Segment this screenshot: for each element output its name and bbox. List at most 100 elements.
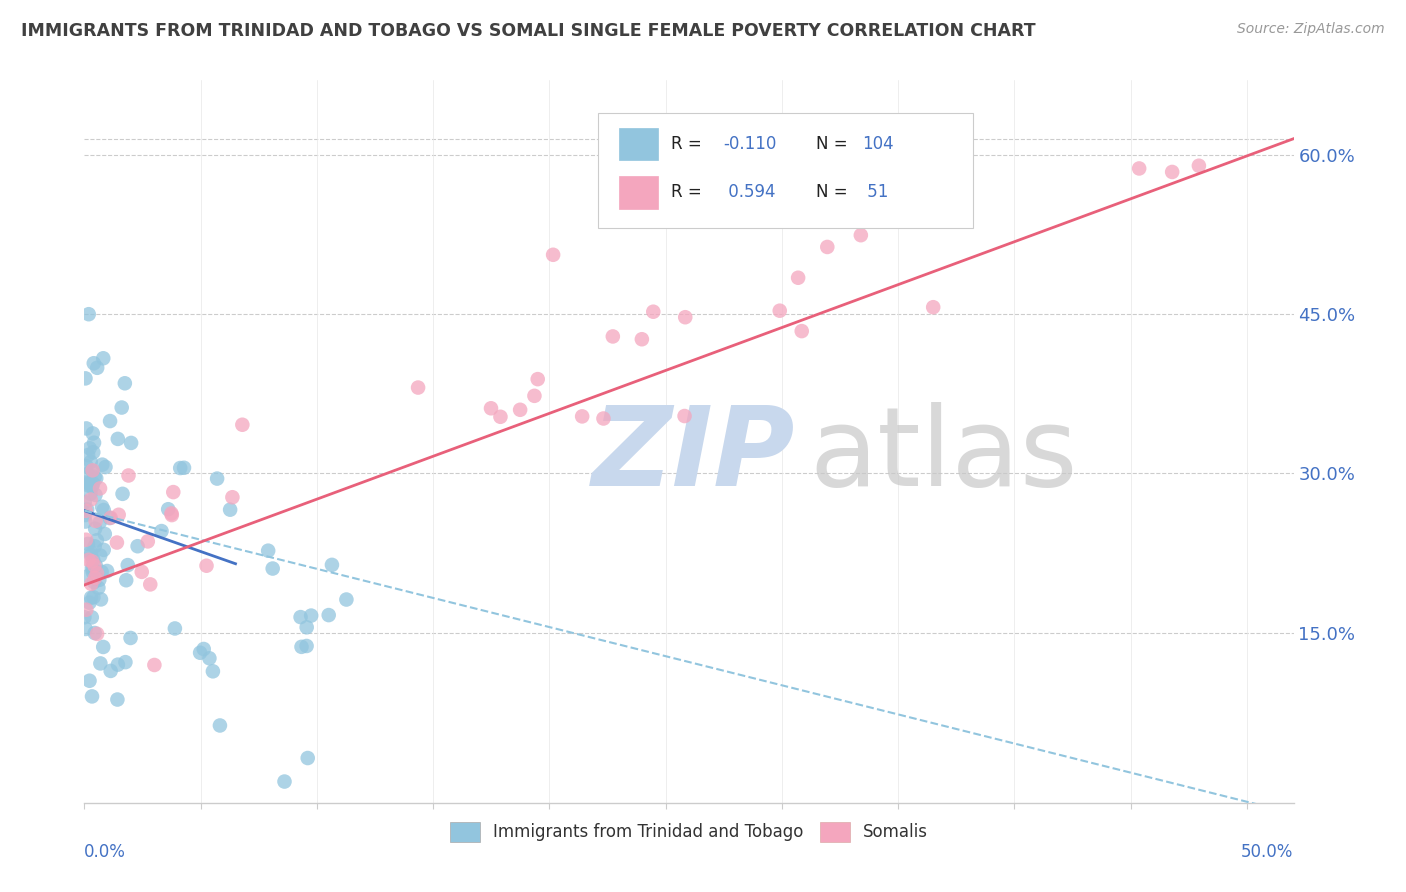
Text: 0.0%: 0.0%: [84, 843, 127, 861]
Point: [100, 664, 122, 678]
Point: [160, 508, 183, 522]
Point: [205, 472, 228, 486]
Point: [77, 537, 100, 551]
Point: [523, 389, 546, 403]
Text: R =: R =: [671, 183, 707, 202]
Text: R =: R =: [671, 135, 707, 153]
Point: [107, 508, 129, 522]
Point: [90, 565, 112, 579]
Point: [193, 642, 215, 657]
Point: [299, 608, 322, 623]
Text: Source: ZipAtlas.com: Source: ZipAtlas.com: [1237, 22, 1385, 37]
Point: [82, 463, 104, 477]
Point: [290, 610, 312, 624]
Point: [114, 655, 136, 669]
Point: [526, 372, 548, 386]
Point: [295, 620, 318, 634]
Point: [198, 651, 221, 665]
Point: [77, 307, 100, 321]
Point: [93, 503, 115, 517]
FancyBboxPatch shape: [599, 112, 973, 228]
Point: [150, 524, 173, 538]
Point: [84, 471, 107, 485]
Point: [295, 639, 318, 653]
Point: [82, 554, 104, 568]
Point: [89, 549, 111, 563]
Point: [406, 380, 429, 394]
Point: [673, 409, 696, 423]
Point: [208, 718, 231, 732]
Point: [115, 573, 138, 587]
Point: [80, 548, 103, 562]
Point: [231, 417, 253, 432]
Point: [76, 502, 98, 516]
Point: [84, 522, 107, 536]
Point: [1128, 161, 1150, 176]
Point: [83, 539, 105, 553]
Point: [80, 545, 103, 559]
Point: [86, 566, 108, 581]
Point: [75, 475, 97, 490]
Point: [195, 558, 218, 573]
Point: [787, 270, 810, 285]
Point: [86, 627, 108, 641]
Point: [631, 332, 654, 346]
Point: [75, 421, 97, 435]
Point: [262, 561, 284, 575]
Point: [849, 228, 872, 243]
Point: [89, 657, 111, 671]
Text: 0.594: 0.594: [723, 183, 775, 202]
Point: [75, 515, 97, 529]
Text: N =: N =: [815, 183, 853, 202]
Point: [188, 646, 211, 660]
Point: [80, 690, 103, 704]
Bar: [619, 176, 658, 209]
Point: [91, 458, 114, 472]
Point: [84, 571, 107, 585]
Point: [297, 751, 319, 765]
Point: [77, 476, 100, 491]
Point: [73, 610, 96, 624]
Text: atlas: atlas: [810, 402, 1078, 509]
Point: [117, 468, 139, 483]
Point: [173, 460, 195, 475]
Point: [98, 414, 121, 428]
Point: [98, 511, 121, 525]
Point: [80, 610, 103, 624]
Point: [82, 560, 104, 574]
Point: [318, 608, 340, 623]
Point: [602, 329, 624, 343]
Point: [479, 401, 502, 416]
Point: [75, 533, 97, 547]
Point: [80, 561, 103, 575]
Point: [643, 304, 665, 318]
Point: [335, 592, 357, 607]
Point: [100, 510, 122, 524]
Point: [87, 581, 110, 595]
Point: [93, 542, 115, 557]
Point: [84, 488, 107, 502]
Point: [91, 640, 114, 654]
Point: [273, 774, 295, 789]
Point: [160, 507, 183, 521]
Point: [219, 502, 242, 516]
Point: [91, 351, 114, 366]
Point: [571, 409, 593, 424]
Point: [83, 469, 105, 483]
Legend: Immigrants from Trinidad and Tobago, Somalis: Immigrants from Trinidad and Tobago, Som…: [443, 815, 935, 848]
Point: [77, 553, 100, 567]
Point: [120, 436, 142, 450]
Point: [77, 448, 100, 462]
Point: [84, 558, 107, 573]
Point: [127, 539, 149, 553]
Point: [489, 409, 512, 424]
Point: [82, 591, 104, 605]
Bar: [619, 128, 658, 161]
Point: [169, 461, 191, 475]
Point: [83, 435, 105, 450]
Point: [94, 527, 117, 541]
Text: -0.110: -0.110: [723, 135, 776, 153]
Point: [162, 485, 184, 500]
Point: [79, 673, 101, 688]
Point: [83, 575, 105, 590]
